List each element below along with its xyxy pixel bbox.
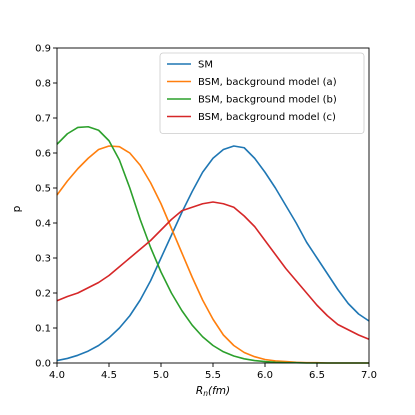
y-tick-label-0: 0.0 bbox=[35, 359, 51, 370]
y-tick-label-7: 0.7 bbox=[35, 114, 51, 125]
x-tick-label-5: 6.5 bbox=[309, 370, 325, 381]
y-tick-label-6: 0.6 bbox=[35, 149, 51, 160]
x-tick-label-1: 4.5 bbox=[101, 370, 117, 381]
legend-box bbox=[159, 52, 365, 134]
legend-label-3: BSM, background model (c) bbox=[198, 112, 336, 123]
legend-label-0: SM bbox=[198, 60, 213, 71]
y-tick-label-9: 0.9 bbox=[35, 44, 51, 55]
y-tick-label-3: 0.3 bbox=[35, 254, 51, 265]
x-tick-label-2: 5.0 bbox=[153, 370, 169, 381]
y-tick-label-5: 0.5 bbox=[35, 184, 51, 195]
x-axis-label-sub: n bbox=[203, 389, 208, 398]
x-tick-label-4: 6.0 bbox=[257, 370, 273, 381]
y-tick-label-4: 0.4 bbox=[35, 219, 51, 230]
x-axis-label-main: R bbox=[196, 385, 203, 397]
legend-label-1: BSM, background model (a) bbox=[198, 77, 337, 88]
y-tick-label-8: 0.8 bbox=[35, 79, 51, 90]
series-line-3 bbox=[56, 201, 370, 340]
y-tick-label-1: 0.1 bbox=[35, 324, 51, 335]
x-axis-label-unit: (fm) bbox=[208, 385, 230, 397]
x-tick-label-3: 5.5 bbox=[205, 370, 221, 381]
axes-layer: 4.0 4.5 5.0 5.5 6.0 6.5 7.0 0.0 0.1 0.2 0.3 0.4 0.5 0… bbox=[35, 44, 377, 382]
legend: SM BSM, background model (a) BSM, backgrou… bbox=[159, 52, 365, 134]
series-line-0 bbox=[56, 145, 370, 362]
x-tick-label-0: 4.0 bbox=[49, 370, 65, 381]
y-tick-label-2: 0.2 bbox=[35, 289, 51, 300]
legend-label-2: BSM, background model (b) bbox=[198, 95, 337, 106]
y-axis-label: p bbox=[11, 205, 23, 212]
x-axis-label: Rn(fm) bbox=[196, 385, 230, 398]
x-tick-label-6: 7.0 bbox=[361, 370, 377, 381]
